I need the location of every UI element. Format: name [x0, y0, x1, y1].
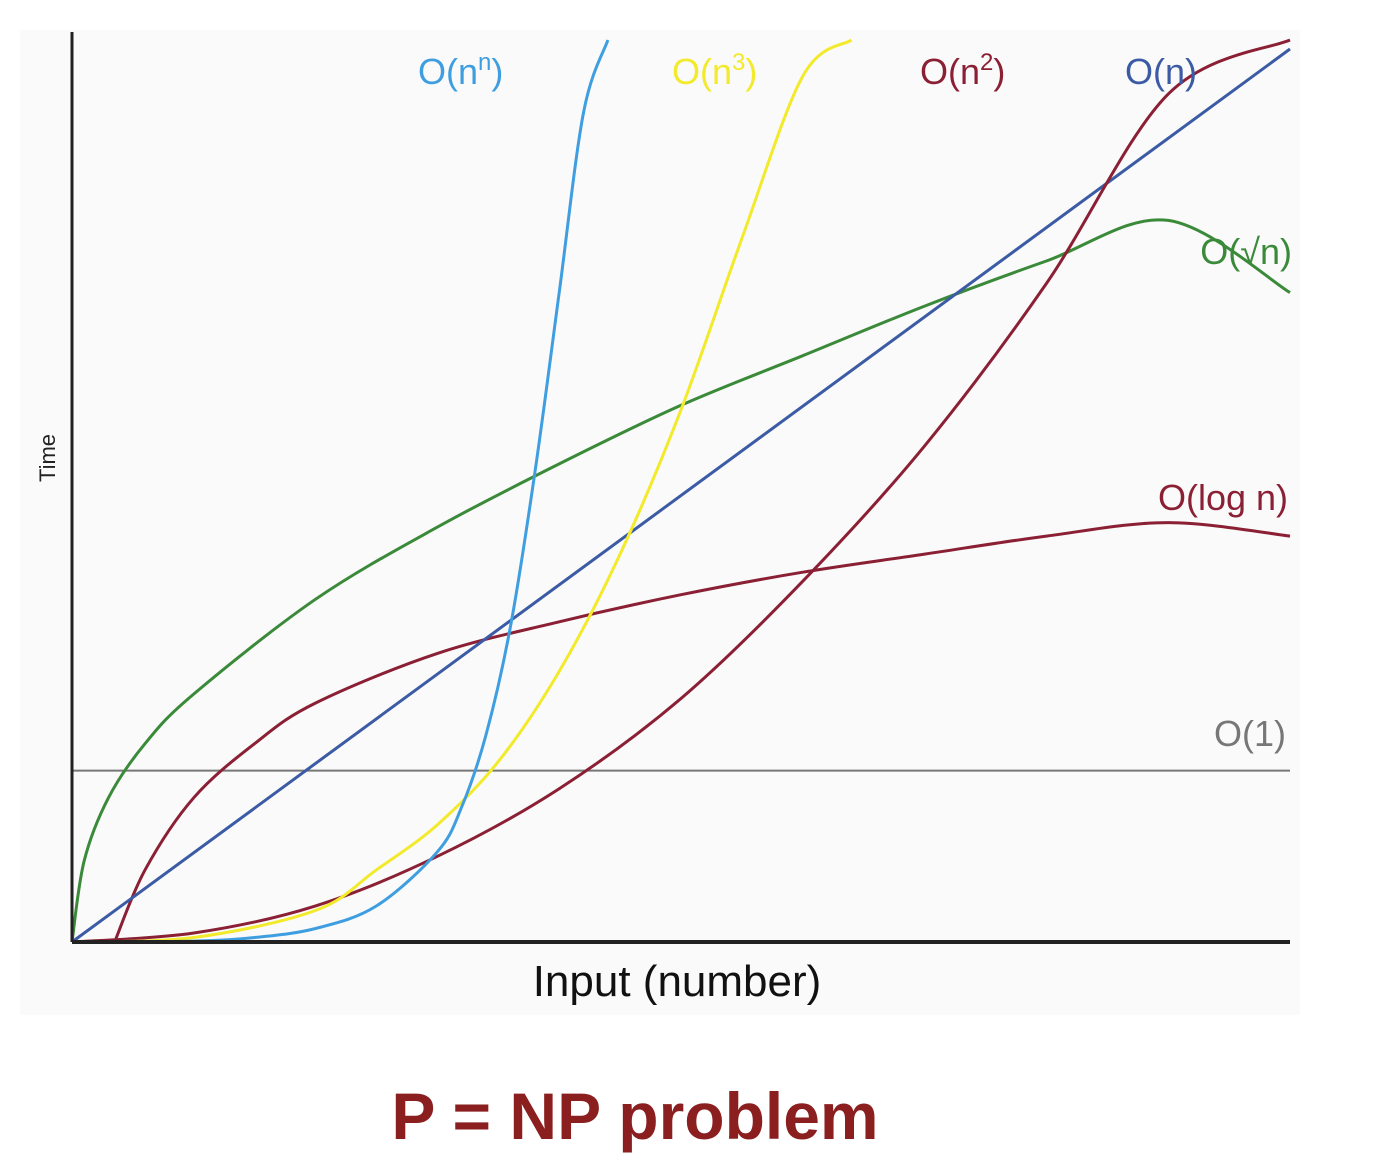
series-label-tail: ): [491, 51, 503, 92]
series-label-text: O(1): [1214, 713, 1286, 754]
series-label-tail: ): [745, 51, 757, 92]
series-line-osqrtn: [70, 218, 1291, 943]
series-label-superscript: 2: [980, 49, 993, 76]
series-line-onn: [71, 39, 610, 944]
series-label-text: O(n: [672, 51, 732, 92]
series-label-on2: O(n2): [920, 49, 1005, 92]
series-label-tail: ): [993, 51, 1005, 92]
series-label-text: O(log n): [1158, 477, 1288, 518]
series-label-superscript: 3: [732, 49, 745, 76]
series-label-superscript: n: [478, 49, 491, 76]
series-line-ologn: [113, 521, 1291, 943]
series-label-o1: O(1): [1214, 713, 1286, 754]
series-layer: [70, 38, 1291, 944]
series-label-osqrtn: O(√n): [1200, 231, 1292, 272]
y-axis-title: Time: [35, 434, 60, 482]
series-label-text: O(n): [1125, 51, 1197, 92]
series-label-text: O(n: [920, 51, 980, 92]
series-label-on3: O(n3): [672, 49, 757, 92]
series-line-on3: [71, 38, 853, 944]
series-line-on2: [71, 38, 1291, 944]
plot-background: [20, 30, 1300, 1015]
series-label-text: O(√n): [1200, 231, 1292, 272]
x-axis-title: Input (number): [533, 957, 822, 1006]
label-layer: O(nn) O(n3) O(n2) O(n)O(√n)O(log n)O(1): [418, 49, 1292, 754]
series-label-text: O(n: [418, 51, 478, 92]
series-line-on: [71, 47, 1291, 944]
series-label-onn: O(nn): [418, 49, 503, 92]
caption-title: P = NP problem: [391, 1079, 879, 1153]
series-label-ologn: O(log n): [1158, 477, 1288, 518]
series-label-on: O(n): [1125, 51, 1197, 92]
